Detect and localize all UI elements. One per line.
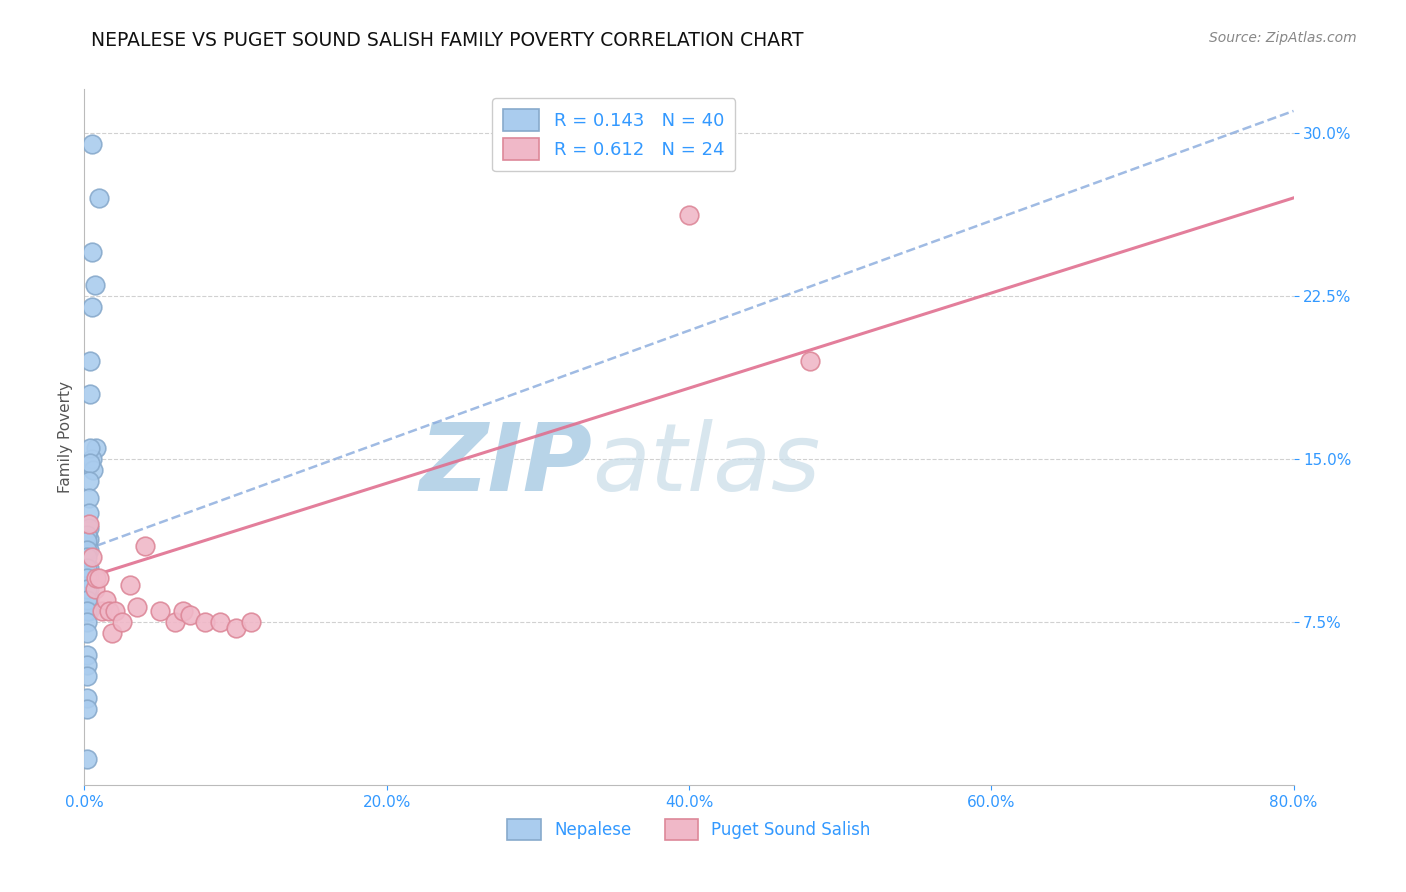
Point [76, 582, 98, 597]
Point [149, 604, 172, 618]
Point [82, 463, 104, 477]
Point [100, 625, 122, 640]
Point [76, 543, 98, 558]
Point [79, 354, 101, 368]
Point [79, 456, 101, 470]
Point [76, 752, 98, 766]
Point [179, 608, 201, 623]
Point [77, 516, 100, 531]
Point [94, 593, 117, 607]
Point [80, 451, 103, 466]
Point [76, 648, 98, 662]
Point [79, 441, 101, 455]
Point [76, 690, 98, 705]
Y-axis label: Family Poverty: Family Poverty [58, 381, 73, 493]
Point [89, 571, 111, 585]
Point [86, 441, 108, 455]
Point [76, 549, 98, 564]
Point [172, 604, 194, 618]
Point [80, 549, 103, 564]
Point [76, 615, 98, 629]
Point [77, 604, 100, 618]
Point [76, 702, 98, 716]
Text: NEPALESE VS PUGET SOUND SALISH FAMILY POVERTY CORRELATION CHART: NEPALESE VS PUGET SOUND SALISH FAMILY PO… [91, 31, 804, 50]
Point [89, 191, 111, 205]
Point [86, 571, 108, 585]
Point [127, 599, 149, 614]
Point [111, 615, 134, 629]
Point [77, 491, 100, 505]
Point [80, 300, 103, 314]
Text: Source: ZipAtlas.com: Source: ZipAtlas.com [1209, 31, 1357, 45]
Point [678, 208, 700, 222]
Point [194, 615, 217, 629]
Point [118, 578, 141, 592]
Point [84, 277, 107, 292]
Point [165, 615, 187, 629]
Point [76, 560, 98, 574]
Point [77, 543, 100, 558]
Point [77, 533, 100, 547]
Point [76, 528, 98, 542]
Point [97, 604, 120, 618]
Point [77, 474, 100, 488]
Point [76, 625, 98, 640]
Point [76, 658, 98, 673]
Point [76, 571, 98, 585]
Point [91, 604, 114, 618]
Point [79, 386, 101, 401]
Legend: Nepalese, Puget Sound Salish: Nepalese, Puget Sound Salish [501, 813, 877, 847]
Point [80, 245, 103, 260]
Point [77, 560, 100, 574]
Point [209, 615, 232, 629]
Text: ZIP: ZIP [419, 419, 592, 511]
Point [799, 354, 821, 368]
Point [77, 521, 100, 535]
Point [104, 604, 127, 618]
Point [76, 669, 98, 683]
Point [77, 506, 100, 520]
Point [77, 582, 100, 597]
Text: atlas: atlas [592, 419, 821, 510]
Point [134, 539, 156, 553]
Point [84, 582, 107, 597]
Point [80, 136, 103, 151]
Point [76, 593, 98, 607]
Point [77, 593, 100, 607]
Point [76, 604, 98, 618]
Point [77, 571, 100, 585]
Point [225, 621, 247, 635]
Point [76, 534, 98, 549]
Point [239, 615, 262, 629]
